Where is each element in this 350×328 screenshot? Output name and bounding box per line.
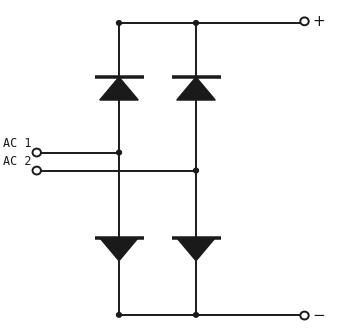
Circle shape — [194, 313, 198, 317]
Circle shape — [117, 313, 121, 317]
Text: AC 1: AC 1 — [3, 137, 32, 150]
Text: +: + — [312, 14, 325, 29]
Circle shape — [117, 150, 121, 155]
Circle shape — [300, 17, 309, 25]
Circle shape — [33, 167, 41, 174]
Circle shape — [33, 149, 41, 156]
Polygon shape — [177, 77, 215, 100]
Polygon shape — [177, 238, 215, 261]
Circle shape — [300, 312, 309, 319]
Polygon shape — [100, 77, 138, 100]
Text: −: − — [312, 308, 325, 323]
Circle shape — [194, 21, 198, 25]
Circle shape — [194, 168, 198, 173]
Circle shape — [117, 21, 121, 25]
Polygon shape — [100, 238, 138, 261]
Text: AC 2: AC 2 — [3, 155, 32, 168]
